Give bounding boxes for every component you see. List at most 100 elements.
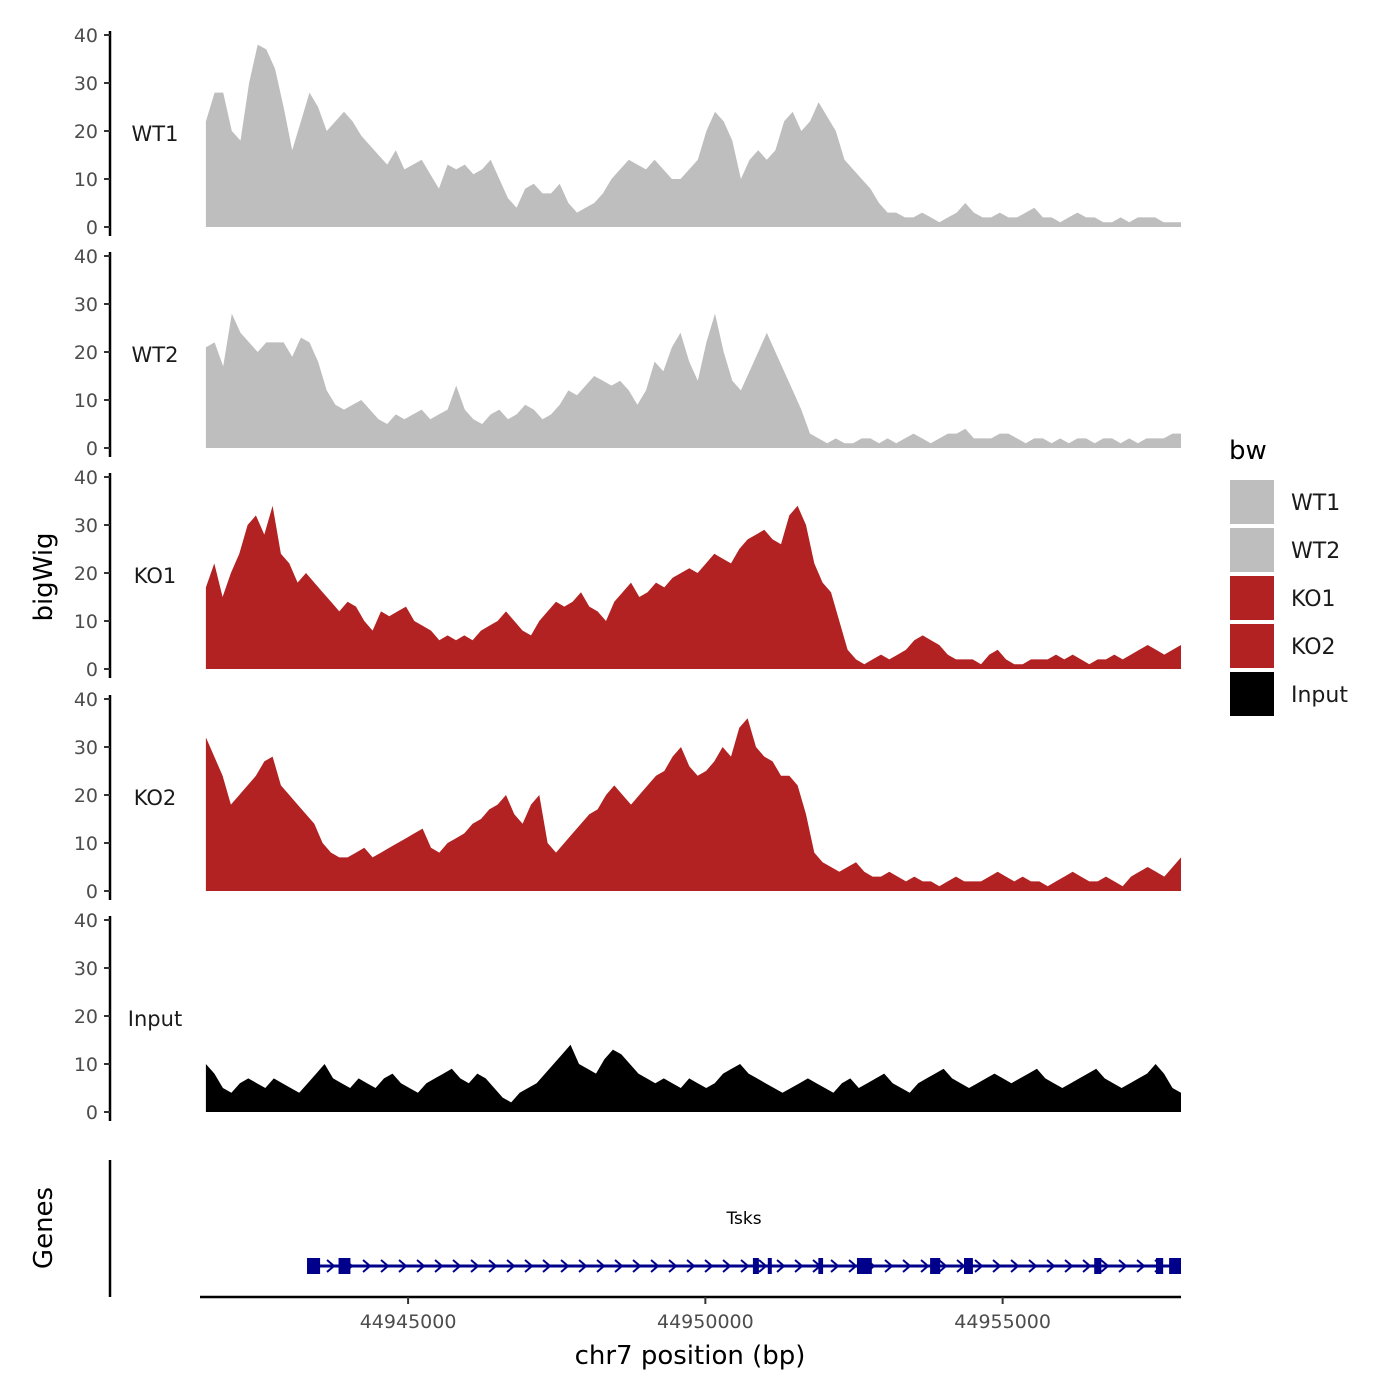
track-label-wt1: WT1 [132, 122, 179, 146]
y-tick-label: 10 [74, 611, 98, 633]
strand-arrow [416, 1259, 426, 1273]
gene-name-label: Tsks [725, 1209, 761, 1229]
strand-arrow [578, 1259, 588, 1273]
strand-arrow [488, 1259, 498, 1273]
exon [1156, 1258, 1164, 1274]
exon [1169, 1258, 1181, 1274]
strand-arrow [542, 1259, 552, 1273]
track-label-wt2: WT2 [132, 343, 179, 367]
legend-label-input: Input [1291, 683, 1348, 708]
y-axis-title: bigWig [29, 532, 59, 621]
genes-panel: Tsks [108, 1160, 1181, 1297]
strand-arrow [830, 1259, 840, 1273]
strand-arrow [560, 1259, 570, 1273]
y-tick-label: 40 [74, 25, 98, 47]
coverage-area-wt1 [205, 44, 1181, 227]
legend: bw WT1 WT2 KO1 KO2 Input [1229, 436, 1348, 716]
coverage-area-input [205, 1044, 1181, 1112]
coverage-area-ko2 [205, 718, 1181, 891]
y-tick-label: 30 [74, 515, 98, 537]
exon [963, 1258, 973, 1274]
strand-arrow [470, 1259, 480, 1273]
strand-arrow [614, 1259, 624, 1273]
genes-axis-title: Genes [29, 1187, 59, 1269]
strand-arrow [686, 1259, 696, 1273]
strand-arrow [1046, 1259, 1056, 1273]
legend-key-input [1230, 672, 1274, 716]
y-tick-label: 0 [86, 659, 98, 681]
legend-label-wt2: WT2 [1291, 539, 1340, 564]
x-tick-label: 44955000 [954, 1311, 1051, 1333]
y-tick-label: 30 [74, 958, 98, 980]
strand-arrow [758, 1259, 768, 1273]
strand-arrow [380, 1259, 390, 1273]
strand-arrow [524, 1259, 534, 1273]
strand-arrow [596, 1259, 606, 1273]
y-tick-label: 0 [86, 438, 98, 460]
exon [767, 1258, 772, 1274]
x-axis: 44945000 44950000 44955000 [200, 1295, 1181, 1333]
strand-arrow [704, 1259, 714, 1273]
y-tick-label: 20 [74, 563, 98, 585]
strand-arrow [776, 1259, 786, 1273]
strand-arrow [794, 1259, 804, 1273]
strand-arrow [650, 1259, 660, 1273]
strand-arrow [884, 1259, 894, 1273]
y-tick-label: 40 [74, 689, 98, 711]
legend-title: bw [1229, 436, 1267, 466]
exon [307, 1258, 321, 1274]
legend-key-ko1 [1230, 576, 1274, 620]
y-tick-label: 20 [74, 1006, 98, 1028]
track-input: 0 10 20 30 40 Input [74, 910, 1181, 1124]
strand-arrow [506, 1259, 516, 1273]
y-tick-label: 20 [74, 785, 98, 807]
y-tick-label: 30 [74, 737, 98, 759]
legend-label-wt1: WT1 [1291, 491, 1340, 516]
exon [752, 1258, 759, 1274]
y-tick-label: 10 [74, 1054, 98, 1076]
track-ko2: 0 10 20 30 40 KO2 [74, 689, 1181, 903]
strand-arrow [326, 1259, 336, 1273]
y-tick-label: 40 [74, 467, 98, 489]
strand-arrow [452, 1259, 462, 1273]
strand-arrow [722, 1259, 732, 1273]
strand-arrow [1136, 1259, 1146, 1273]
coverage-area-wt2 [205, 313, 1181, 448]
exon [930, 1258, 941, 1274]
y-tick-label: 40 [74, 246, 98, 268]
strand-arrow [1082, 1259, 1092, 1273]
x-axis-title: chr7 position (bp) [575, 1341, 806, 1371]
strand-arrow [974, 1259, 984, 1273]
strand-arrow [362, 1259, 372, 1273]
legend-key-ko2 [1230, 624, 1274, 668]
exon [818, 1258, 824, 1274]
y-tick-label: 10 [74, 833, 98, 855]
y-tick-label: 30 [74, 73, 98, 95]
coverage-tracks: 0 10 20 30 40 WT1 0 10 20 30 40 WT2 0 10 20 30 40 KO1 0 10 2… [74, 25, 1181, 1124]
x-tick-label: 44945000 [360, 1311, 457, 1333]
y-tick-label: 0 [86, 1102, 98, 1124]
y-tick-label: 0 [86, 217, 98, 239]
strand-arrow [632, 1259, 642, 1273]
y-tick-label: 0 [86, 881, 98, 903]
exon [1094, 1258, 1102, 1274]
strand-arrow [848, 1259, 858, 1273]
x-tick-label: 44950000 [657, 1311, 754, 1333]
strand-arrow [902, 1259, 912, 1273]
y-tick-label: 20 [74, 342, 98, 364]
exon [856, 1258, 872, 1274]
track-ko1: 0 10 20 30 40 KO1 [74, 467, 1181, 681]
strand-arrow [1010, 1259, 1020, 1273]
track-label-ko2: KO2 [134, 786, 177, 810]
track-label-input: Input [128, 1007, 182, 1031]
strand-arrow [1028, 1259, 1038, 1273]
strand-arrow [992, 1259, 1002, 1273]
strand-arrow [1064, 1259, 1074, 1273]
track-label-ko1: KO1 [134, 564, 177, 588]
coverage-area-ko1 [205, 505, 1181, 669]
strand-arrow [1100, 1259, 1110, 1273]
legend-label-ko1: KO1 [1291, 587, 1336, 612]
strand-arrow [398, 1259, 408, 1273]
exon [338, 1258, 351, 1274]
